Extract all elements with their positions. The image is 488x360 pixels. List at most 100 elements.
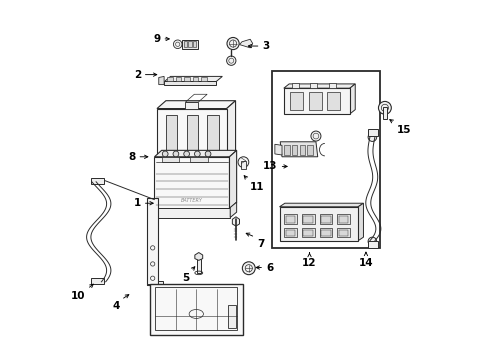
Bar bbox=[307, 145, 312, 155]
Text: 14: 14 bbox=[358, 257, 372, 267]
Text: 11: 11 bbox=[249, 182, 264, 192]
Text: 2: 2 bbox=[133, 69, 141, 80]
Bar bbox=[299, 145, 305, 155]
Circle shape bbox=[162, 151, 168, 157]
Bar bbox=[337, 228, 349, 237]
Bar bbox=[291, 83, 298, 88]
Polygon shape bbox=[164, 76, 222, 82]
Text: 6: 6 bbox=[265, 262, 273, 273]
Polygon shape bbox=[274, 144, 282, 155]
Polygon shape bbox=[229, 150, 236, 208]
Bar bbox=[192, 77, 198, 81]
Text: 4: 4 bbox=[112, 301, 119, 311]
Circle shape bbox=[367, 237, 376, 246]
Bar bbox=[308, 92, 321, 111]
Polygon shape bbox=[239, 39, 252, 48]
Bar bbox=[185, 102, 198, 109]
Bar bbox=[272, 71, 380, 248]
Bar bbox=[367, 129, 377, 136]
Bar bbox=[190, 157, 207, 162]
Bar bbox=[339, 216, 348, 222]
Bar bbox=[326, 92, 340, 111]
Bar bbox=[201, 77, 206, 81]
Bar bbox=[337, 214, 349, 224]
Circle shape bbox=[183, 151, 189, 157]
Bar bbox=[165, 115, 177, 152]
Bar bbox=[291, 145, 297, 155]
Text: 10: 10 bbox=[71, 291, 85, 301]
Bar bbox=[321, 230, 330, 236]
Bar bbox=[207, 115, 218, 152]
Polygon shape bbox=[226, 101, 235, 158]
Text: 7: 7 bbox=[257, 239, 264, 249]
Bar bbox=[285, 230, 294, 236]
Bar bbox=[164, 81, 216, 85]
Bar bbox=[154, 157, 229, 208]
Circle shape bbox=[205, 151, 210, 157]
Polygon shape bbox=[157, 101, 235, 109]
Bar bbox=[283, 88, 349, 114]
Bar bbox=[157, 109, 226, 158]
Text: BATTERY: BATTERY bbox=[181, 198, 203, 203]
Bar bbox=[193, 41, 196, 47]
Bar bbox=[321, 216, 330, 222]
Text: 13: 13 bbox=[263, 161, 277, 171]
Bar bbox=[319, 228, 332, 237]
Text: 1: 1 bbox=[133, 198, 141, 208]
Bar bbox=[319, 214, 332, 224]
Circle shape bbox=[226, 56, 235, 65]
Text: 5: 5 bbox=[182, 273, 189, 283]
Bar bbox=[228, 305, 236, 328]
Text: 3: 3 bbox=[262, 41, 269, 51]
Bar bbox=[303, 216, 312, 222]
Bar bbox=[196, 258, 201, 273]
Bar bbox=[303, 230, 312, 236]
Circle shape bbox=[310, 131, 320, 141]
Text: 9: 9 bbox=[153, 34, 160, 44]
Circle shape bbox=[378, 102, 390, 114]
Bar bbox=[328, 83, 335, 88]
Bar bbox=[382, 107, 386, 119]
Circle shape bbox=[242, 262, 255, 275]
Polygon shape bbox=[283, 84, 354, 88]
Polygon shape bbox=[230, 202, 236, 217]
Bar bbox=[162, 157, 179, 162]
Bar bbox=[290, 92, 303, 111]
Polygon shape bbox=[357, 203, 363, 241]
Bar bbox=[309, 83, 317, 88]
Polygon shape bbox=[159, 76, 164, 85]
Bar bbox=[147, 198, 158, 285]
Polygon shape bbox=[194, 252, 203, 260]
Circle shape bbox=[226, 37, 239, 50]
Circle shape bbox=[173, 40, 182, 49]
Bar bbox=[188, 41, 191, 47]
Bar bbox=[175, 77, 181, 81]
Bar bbox=[283, 145, 289, 155]
Polygon shape bbox=[154, 150, 236, 157]
Circle shape bbox=[367, 133, 376, 141]
Text: 15: 15 bbox=[395, 125, 410, 135]
Circle shape bbox=[238, 157, 248, 167]
Bar bbox=[155, 287, 237, 330]
Bar bbox=[184, 77, 189, 81]
Bar bbox=[283, 228, 296, 237]
Circle shape bbox=[173, 151, 179, 157]
Bar bbox=[279, 207, 357, 241]
Bar bbox=[149, 284, 242, 336]
Bar bbox=[301, 228, 314, 237]
Text: 8: 8 bbox=[128, 152, 135, 162]
Polygon shape bbox=[232, 217, 239, 226]
Bar bbox=[301, 214, 314, 224]
Bar bbox=[240, 161, 246, 169]
Circle shape bbox=[194, 151, 200, 157]
Bar bbox=[166, 77, 172, 81]
Bar bbox=[367, 241, 377, 248]
Bar bbox=[285, 216, 294, 222]
Polygon shape bbox=[147, 281, 163, 285]
Polygon shape bbox=[279, 203, 363, 207]
Bar bbox=[186, 115, 198, 152]
Polygon shape bbox=[280, 142, 317, 157]
Text: 12: 12 bbox=[302, 257, 316, 267]
Bar bbox=[183, 41, 186, 47]
Bar bbox=[91, 278, 104, 284]
